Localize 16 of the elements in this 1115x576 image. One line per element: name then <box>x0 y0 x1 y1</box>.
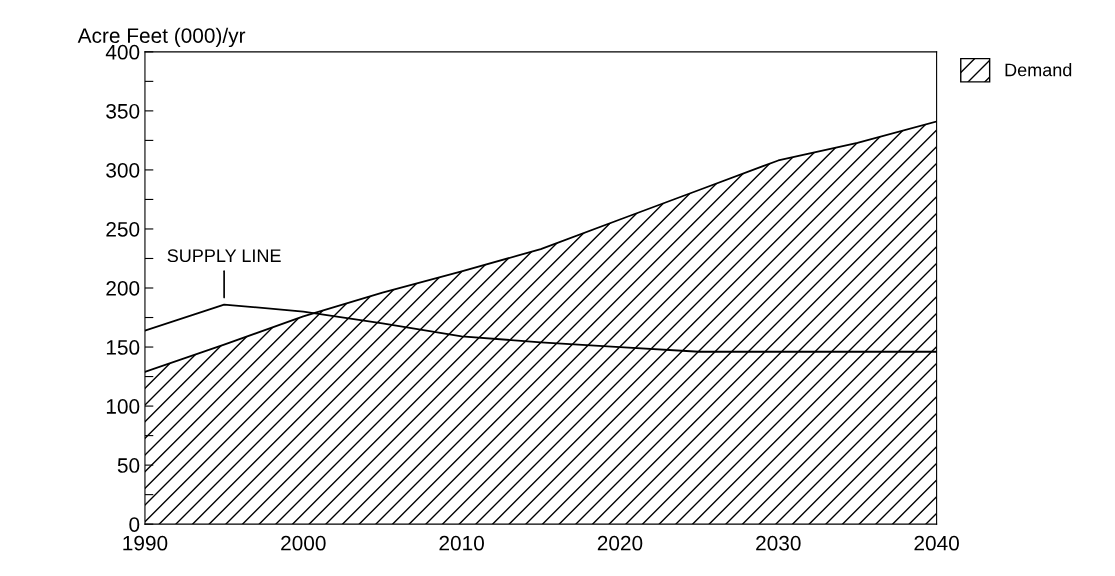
y-tick-label: 100 <box>106 399 140 414</box>
y-tick-label: 350 <box>106 103 140 119</box>
y-tick-label: 150 <box>106 340 140 355</box>
y-tick-label: 250 <box>106 221 140 237</box>
x-tick-label: 2000 <box>281 535 326 551</box>
x-tick-label: 2020 <box>597 535 643 551</box>
y-tick-label: 300 <box>106 162 140 178</box>
x-tick-label: 2040 <box>914 535 959 551</box>
y-tick-label: 50 <box>117 458 140 473</box>
x-tick-label: 2010 <box>439 535 484 551</box>
legend-label: Demand <box>1005 63 1072 77</box>
x-tick-label: 1990 <box>123 535 168 551</box>
x-tick-label: 2030 <box>756 535 801 551</box>
y-tick-label: 200 <box>106 281 140 296</box>
text: SUPPLY LINE <box>167 249 281 263</box>
y-tick-label: 0 <box>129 517 140 532</box>
